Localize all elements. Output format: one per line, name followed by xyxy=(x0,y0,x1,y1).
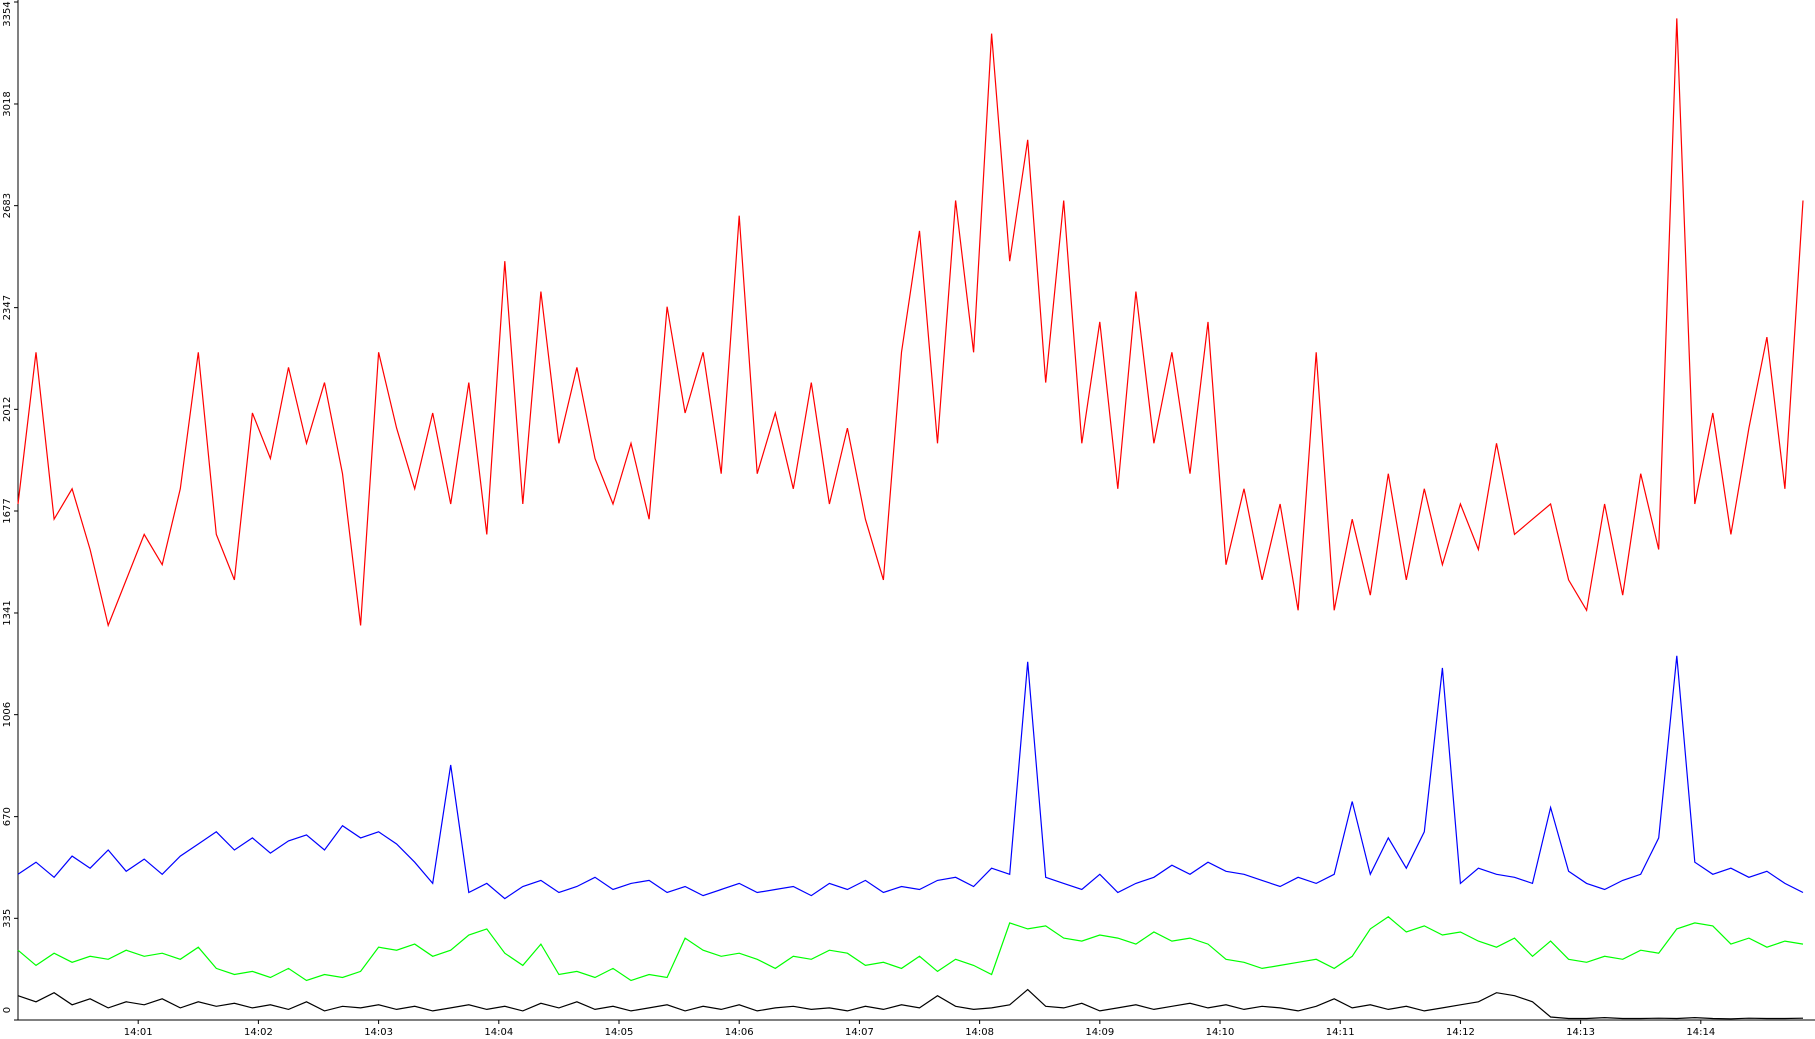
series-line xyxy=(17,988,1804,1020)
x-tick-label: 14:07 xyxy=(845,1027,874,1038)
y-tick-label: 2683 xyxy=(2,193,13,218)
x-tick-label: 14:14 xyxy=(1686,1027,1715,1038)
y-tick-label: 3354 xyxy=(2,1,13,26)
x-tick-label: 14:05 xyxy=(605,1027,634,1038)
x-tick-label: 14:08 xyxy=(965,1027,994,1038)
y-tick-label: 1341 xyxy=(2,600,13,625)
y-tick-label: 670 xyxy=(2,807,13,826)
y-tick-label: 0 xyxy=(2,1007,13,1013)
x-tick-label: 14:13 xyxy=(1566,1027,1595,1038)
y-tick-label: 2347 xyxy=(2,295,13,320)
y-tick-label: 3018 xyxy=(2,91,13,116)
y-tick-label: 1006 xyxy=(2,702,13,727)
x-tick-label: 14:11 xyxy=(1326,1027,1355,1038)
x-tick-label: 14:01 xyxy=(124,1027,153,1038)
y-tick-label: 1677 xyxy=(2,498,13,523)
x-tick-label: 14:04 xyxy=(484,1027,513,1038)
series-line xyxy=(17,916,1804,982)
x-tick-label: 14:09 xyxy=(1085,1027,1114,1038)
series-line xyxy=(17,655,1804,900)
series-line xyxy=(17,18,1804,628)
x-tick-label: 14:02 xyxy=(244,1027,273,1038)
y-tick-label: 335 xyxy=(2,909,13,928)
x-tick-label: 14:03 xyxy=(364,1027,393,1038)
x-tick-label: 14:10 xyxy=(1206,1027,1235,1038)
y-tick-label: 2012 xyxy=(2,397,13,422)
x-tick-label: 14:06 xyxy=(725,1027,754,1038)
x-tick-label: 14:12 xyxy=(1446,1027,1475,1038)
